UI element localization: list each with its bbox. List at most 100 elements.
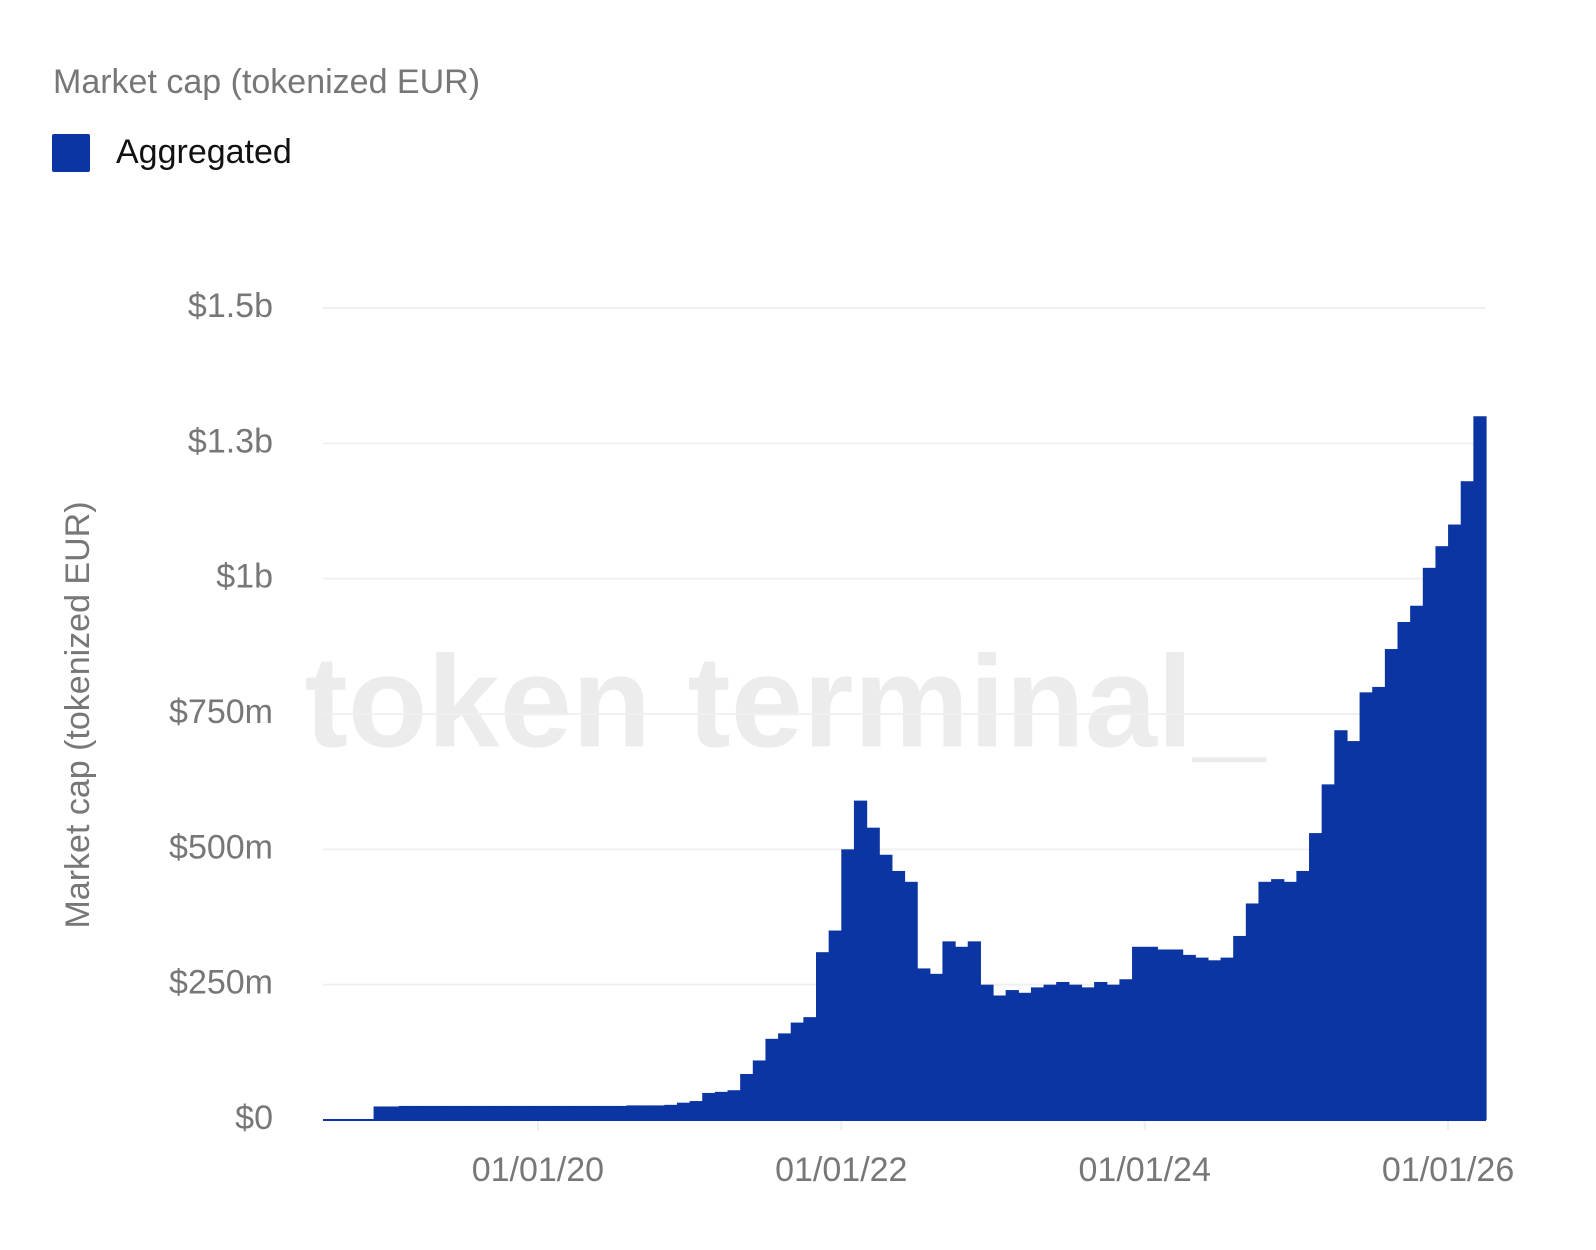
bar (651, 1105, 665, 1120)
bar (1056, 981, 1070, 1120)
y-tick-label: $1.5b (188, 287, 273, 325)
bar (1119, 979, 1133, 1120)
bar (790, 1022, 804, 1120)
bar (537, 1105, 552, 1120)
bar (1271, 879, 1285, 1120)
bar (1384, 649, 1399, 1120)
bar (803, 1017, 817, 1120)
x-tick-label: 01/01/22 (775, 1151, 907, 1189)
bar (778, 1033, 792, 1120)
bar (891, 870, 906, 1120)
bar (1068, 984, 1083, 1120)
y-tick-label: $0 (235, 1099, 273, 1137)
bar (955, 946, 969, 1120)
y-tick-label: $250m (169, 964, 273, 1002)
bar (424, 1105, 438, 1120)
bar (512, 1105, 526, 1120)
legend-label: Aggregated (116, 133, 292, 171)
bar (664, 1104, 678, 1120)
bar (373, 1106, 387, 1120)
bar (449, 1105, 463, 1120)
bar (1346, 741, 1361, 1120)
bar (1169, 949, 1184, 1120)
bar (689, 1101, 703, 1120)
bar (639, 1105, 653, 1120)
bar (1195, 957, 1209, 1120)
bar (1410, 605, 1424, 1120)
bar (1334, 730, 1348, 1120)
bar (474, 1105, 488, 1120)
bar (1233, 935, 1247, 1120)
bar (1043, 984, 1057, 1120)
bar (942, 941, 956, 1120)
bar (1157, 949, 1171, 1120)
bar (1309, 833, 1323, 1120)
chart-title: Market cap (tokenized EUR) (53, 63, 480, 101)
bar (550, 1105, 564, 1120)
bar (1207, 960, 1222, 1120)
bar (828, 930, 842, 1120)
bar (853, 800, 868, 1120)
bar (917, 968, 931, 1120)
bar (386, 1106, 400, 1120)
bar (601, 1105, 615, 1120)
bar (1283, 881, 1297, 1120)
watermark: token terminal_ (305, 628, 1268, 774)
bar (841, 849, 855, 1120)
bar (1144, 946, 1158, 1120)
bar (929, 973, 944, 1120)
bar (1422, 567, 1437, 1120)
bar (1005, 990, 1019, 1120)
bar (1359, 692, 1373, 1120)
bar (1473, 416, 1487, 1120)
bar (752, 1060, 767, 1120)
bar (727, 1090, 741, 1120)
bar (575, 1105, 590, 1120)
bar (588, 1105, 602, 1120)
bar (904, 881, 918, 1120)
bar (866, 827, 880, 1120)
bar (702, 1092, 716, 1120)
bar (1460, 481, 1474, 1120)
y-axis-label: Market cap (tokenized EUR) (59, 501, 97, 928)
bar (1081, 987, 1095, 1120)
bar (1321, 784, 1335, 1120)
legend-swatch (52, 134, 90, 172)
bar (626, 1105, 640, 1120)
bar (1182, 954, 1196, 1120)
x-tick-label: 01/01/20 (472, 1151, 604, 1189)
x-tick-label: 01/01/24 (1079, 1151, 1211, 1189)
bar (1435, 546, 1449, 1120)
y-tick-label: $1b (216, 558, 273, 596)
bar (499, 1105, 514, 1120)
bar (765, 1038, 779, 1120)
bar (1397, 621, 1411, 1120)
bar (411, 1105, 425, 1120)
bar (816, 952, 830, 1120)
bar (1448, 524, 1462, 1120)
bar (487, 1105, 501, 1120)
bar (613, 1105, 627, 1120)
bar (1132, 946, 1146, 1120)
bar (714, 1091, 729, 1120)
bar (1018, 992, 1032, 1120)
y-tick-label: $500m (169, 828, 273, 866)
bar (1220, 957, 1234, 1120)
bar (1372, 686, 1386, 1120)
y-tick-label: $1.3b (188, 422, 273, 460)
bar (1296, 870, 1310, 1120)
bar (740, 1073, 754, 1120)
x-tick-label: 01/01/26 (1382, 1151, 1514, 1189)
bar (436, 1105, 451, 1120)
y-tick-label: $750m (169, 693, 273, 731)
bar (992, 995, 1007, 1120)
bar (1030, 987, 1045, 1120)
bar (676, 1102, 691, 1120)
bar (525, 1105, 539, 1120)
bar (462, 1105, 476, 1120)
bar (967, 941, 981, 1120)
bar (1258, 881, 1272, 1120)
bar (1106, 984, 1121, 1120)
